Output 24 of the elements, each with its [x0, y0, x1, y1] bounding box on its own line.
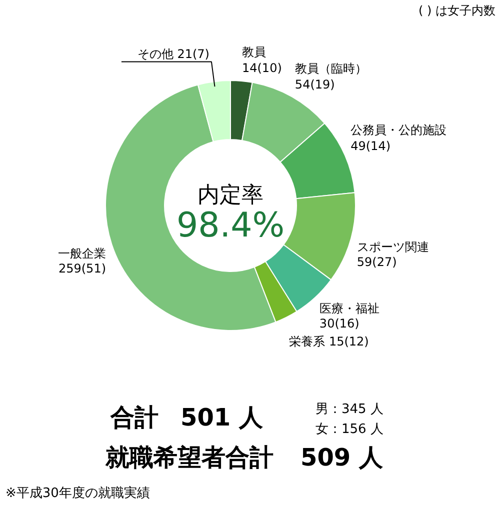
slice-label: 医療・福祉: [319, 302, 380, 316]
data-label: 59(27): [356, 255, 397, 269]
text: 内定率: [198, 183, 264, 208]
text: 男：345 人: [316, 402, 384, 417]
slice-label: 公務員・公的施設: [350, 123, 447, 138]
data-label: 30(16): [319, 316, 360, 331]
text: 就職希望者合計: [104, 444, 274, 472]
slice-label: 一般企業: [58, 246, 106, 260]
text: 509 人: [300, 444, 384, 472]
slice-label: 栄養系 15(12): [289, 334, 369, 349]
slice-label: その他 21(7): [137, 46, 210, 61]
data-label: 54(19): [294, 77, 335, 92]
text: ※平成30年度の就職実績: [6, 485, 150, 501]
slice-label: スポーツ関連: [356, 240, 429, 254]
data-label: 14(10): [242, 61, 282, 76]
text: 女：156 人: [316, 422, 384, 437]
slice-label: 教員: [242, 45, 266, 60]
text: 98.4%: [176, 206, 285, 246]
text: 501 人: [180, 404, 264, 432]
data-label: 259(51): [58, 261, 106, 276]
data-label: 49(14): [350, 139, 391, 154]
slice-label: 教員（臨時）: [294, 61, 367, 76]
text: 合計: [110, 404, 158, 432]
text: ( ) は女子内数: [418, 4, 496, 18]
